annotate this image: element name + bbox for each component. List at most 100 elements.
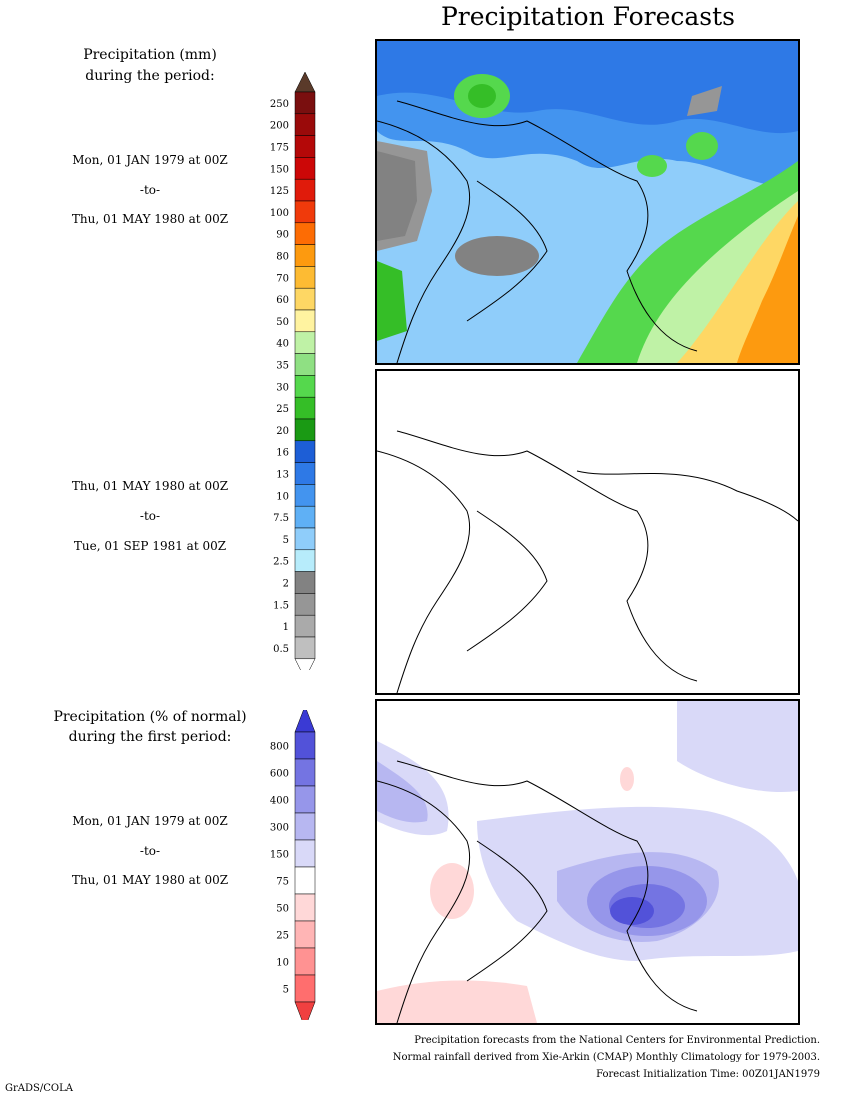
credit-label: GrADS/COLA — [5, 1083, 73, 1094]
precip-percent-swatch — [294, 866, 316, 895]
precip-mm-swatch — [294, 571, 316, 594]
precip-percent-tick-label: 50 — [276, 904, 289, 915]
precip-percent-swatch — [294, 731, 316, 760]
precip-mm-tick-label: 16 — [276, 448, 289, 459]
precip-percent-top-arrow — [294, 705, 316, 733]
legend1-heading-line1: Precipitation (mm) — [83, 47, 217, 63]
period3-end: Thu, 01 MAY 1980 at 00Z — [71, 873, 229, 887]
precip-percent-bottom-arrow — [294, 1001, 316, 1029]
precip-mm-swatch — [294, 266, 316, 289]
precip-mm-tick-label: 7.5 — [273, 513, 289, 524]
precip-mm-tick-label: 90 — [276, 230, 289, 241]
precip-mm-tick-label: 20 — [276, 426, 289, 437]
precip-mm-swatch — [294, 462, 316, 485]
period1-end: Thu, 01 MAY 1980 at 00Z — [71, 212, 229, 226]
precip-mm-swatch — [294, 484, 316, 507]
footer-line1: Precipitation forecasts from the Nationa… — [414, 1035, 820, 1046]
period2-end: Tue, 01 SEP 1981 at 00Z — [73, 539, 227, 553]
precip-percent-swatch — [294, 920, 316, 949]
precip-mm-tick-label: 100 — [270, 208, 289, 219]
precip-mm-tick-label: 0.5 — [273, 644, 289, 655]
precip-mm-tick-label: 200 — [270, 121, 289, 132]
precip-mm-swatch — [294, 636, 316, 660]
precip-mm-tick-label: 80 — [276, 252, 289, 263]
precip-percent-tick-label: 10 — [276, 958, 289, 969]
precip-mm-tick-label: 40 — [276, 339, 289, 350]
precip-percent-tick-label: 150 — [270, 850, 289, 861]
precip-mm-tick-label: 1 — [283, 622, 289, 633]
precip-mm-swatch — [294, 244, 316, 267]
legend2-heading-line1: Precipitation (% of normal) — [53, 709, 247, 725]
legend1-heading-line2: during the period: — [85, 68, 215, 84]
precip-mm-swatch — [294, 527, 316, 551]
precip-percent-swatch — [294, 839, 316, 868]
period3-separator: -to- — [139, 844, 161, 858]
precip-mm-tick-label: 70 — [276, 273, 289, 284]
precip-mm-colorbar-svg: 2502001751501251009080706050403530252016… — [270, 71, 316, 680]
precip-mm-swatch — [294, 178, 316, 202]
precip-mm-swatch — [294, 331, 316, 354]
precip-mm-tick-label: 125 — [270, 186, 289, 197]
precip-mm-swatch — [294, 113, 316, 136]
map-panel-percent-normal — [375, 699, 800, 1025]
precip-mm-swatch — [294, 375, 316, 398]
precip-percent-colorbar: 800 600 400 300 150 75 50 25 10 5 — [250, 705, 330, 1029]
precip-mm-tick-label: 150 — [270, 164, 289, 175]
precip-mm-swatch — [294, 614, 316, 638]
precip-mm-swatch — [294, 309, 316, 333]
period1-separator: -to- — [139, 183, 161, 197]
precip-mm-tick-label: 35 — [276, 361, 289, 372]
precip-mm-tick-label: 2.5 — [273, 557, 289, 568]
precip-percent-colorbar-svg: 800 600 400 300 150 75 50 25 10 5 — [270, 705, 316, 1029]
precip-mm-bottom-arrow — [294, 658, 316, 680]
precip-mm-swatch — [294, 353, 316, 376]
period2-separator: -to- — [139, 509, 161, 523]
precip-map-period2 — [377, 371, 798, 693]
footer-line2: Normal rainfall derived from Xie-Arkin (… — [392, 1052, 820, 1063]
precip-mm-swatch — [294, 287, 316, 311]
map-panel-period2 — [375, 369, 800, 695]
precip-mm-swatch — [294, 135, 316, 158]
precip-percent-swatch — [294, 947, 316, 976]
precip-mm-swatch — [294, 396, 316, 420]
precip-mm-swatch — [294, 200, 316, 224]
precip-map-period1 — [377, 41, 798, 363]
precip-percent-tick-label: 300 — [270, 823, 289, 834]
precip-mm-tick-label: 50 — [276, 317, 289, 328]
precip-mm-tick-label: 5 — [283, 535, 289, 546]
precip-mm-tick-label: 30 — [276, 382, 289, 393]
precip-percent-tick-label: 5 — [283, 985, 289, 996]
precip-mm-swatch — [294, 222, 316, 245]
percent-normal-map — [377, 701, 798, 1023]
map-panel-period1 — [375, 39, 800, 365]
precip-mm-swatch — [294, 549, 316, 572]
precip-mm-tick-label: 175 — [270, 143, 289, 154]
precip-mm-swatch — [294, 440, 316, 463]
precip-mm-swatch — [294, 157, 316, 180]
precip-percent-swatch — [294, 785, 316, 814]
period2-start: Thu, 01 MAY 1980 at 00Z — [71, 479, 229, 493]
precip-percent-swatch — [294, 893, 316, 922]
precip-percent-tick-label: 600 — [270, 769, 289, 780]
precip-mm-tick-label: 60 — [276, 295, 289, 306]
precip-percent-swatch — [294, 758, 316, 787]
precip-mm-top-arrow — [294, 71, 316, 93]
precip-percent-swatch — [294, 812, 316, 841]
period3-start: Mon, 01 JAN 1979 at 00Z — [72, 814, 228, 828]
precip-mm-swatch — [294, 505, 316, 529]
precip-mm-swatch — [294, 91, 316, 115]
precip-mm-swatch — [294, 418, 316, 442]
precip-percent-tick-label: 75 — [276, 877, 289, 888]
precip-mm-tick-label: 25 — [276, 404, 289, 415]
precip-percent-tick-label: 800 — [270, 742, 289, 753]
precip-mm-tick-label: 1.5 — [273, 600, 289, 611]
precip-mm-tick-label: 13 — [276, 470, 289, 481]
precip-percent-swatch — [294, 974, 316, 1003]
page-title: Precipitation Forecasts — [440, 2, 736, 31]
precip-mm-swatch — [294, 593, 316, 616]
footer-line3: Forecast Initialization Time: 00Z01JAN19… — [596, 1069, 820, 1080]
precip-percent-tick-label: 25 — [276, 931, 289, 942]
precip-mm-tick-label: 2 — [283, 579, 289, 590]
precip-mm-tick-label: 250 — [270, 99, 289, 110]
legend2-heading-line2: during the first period: — [68, 729, 232, 745]
